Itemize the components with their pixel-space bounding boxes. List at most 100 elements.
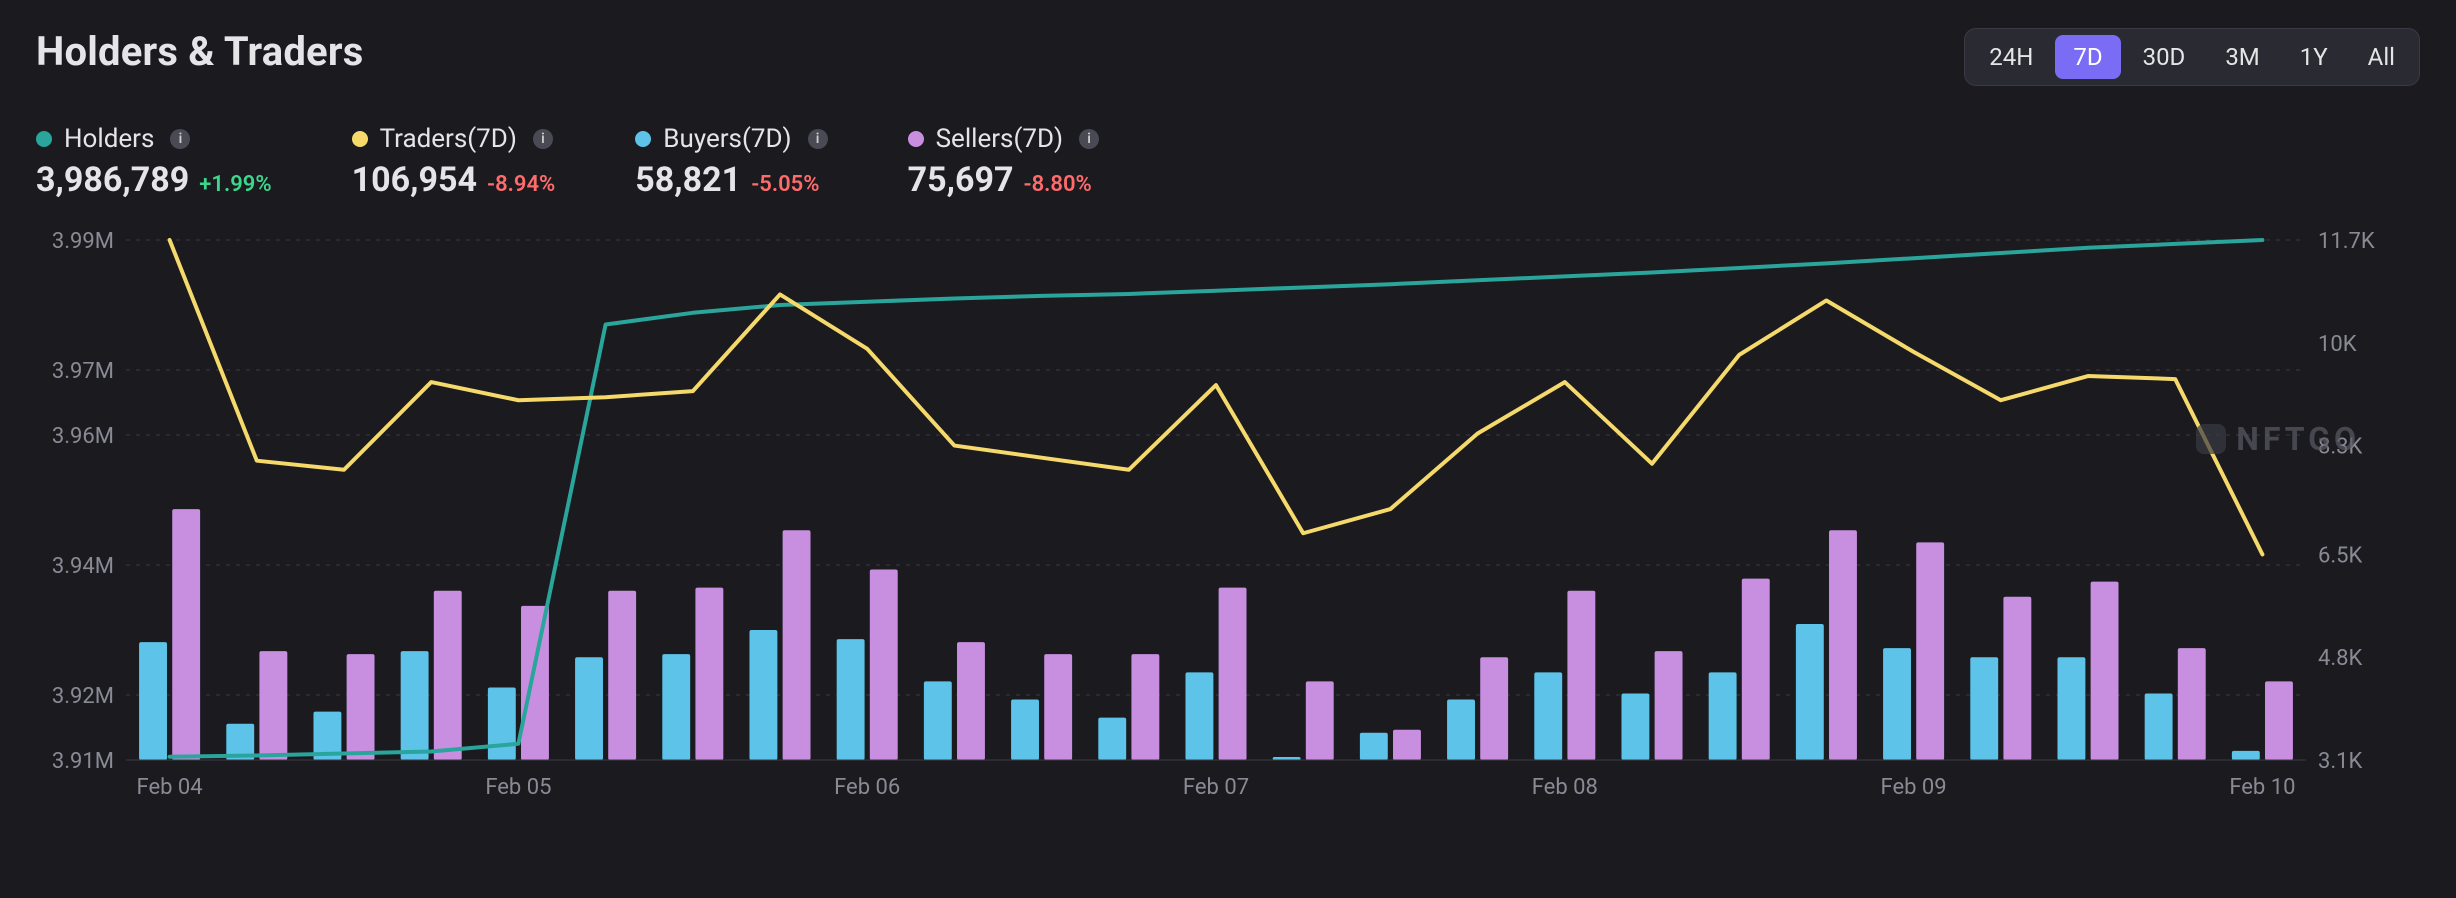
svg-text:11.7K: 11.7K: [2318, 229, 2375, 254]
info-icon[interactable]: i: [170, 129, 190, 149]
svg-text:Feb 07: Feb 07: [1183, 775, 1249, 800]
bar-sellers: [2178, 648, 2206, 760]
svg-text:Feb 09: Feb 09: [1881, 775, 1947, 800]
legend-delta: -5.05%: [751, 172, 819, 197]
bar-buyers: [1621, 693, 1649, 760]
bar-buyers: [1360, 733, 1388, 760]
legend-value: 75,697: [908, 160, 1014, 200]
legend-delta: -8.80%: [1024, 172, 1092, 197]
legend-row: Holdersi3,986,789+1.99%Traders(7D)i106,9…: [36, 124, 2420, 200]
svg-text:Feb 10: Feb 10: [2229, 775, 2295, 800]
legend-item-holders[interactable]: Holdersi3,986,789+1.99%: [36, 124, 272, 200]
svg-text:Feb 06: Feb 06: [834, 775, 900, 800]
legend-value: 58,821: [635, 160, 741, 200]
legend-dot-buyers: [635, 131, 651, 147]
bar-buyers: [1011, 700, 1039, 760]
bar-sellers: [783, 530, 811, 760]
svg-text:10K: 10K: [2318, 332, 2357, 357]
holders-traders-panel: Holders & Traders 24H7D30D3M1YAll Holder…: [0, 0, 2456, 898]
bar-buyers: [662, 654, 690, 760]
range-pill-30d[interactable]: 30D: [2125, 35, 2204, 79]
legend-label: Traders(7D): [380, 124, 517, 154]
line-holders: [170, 240, 2263, 757]
bar-sellers: [1131, 654, 1159, 760]
bar-sellers: [1742, 579, 1770, 760]
bar-sellers: [347, 654, 375, 760]
bar-sellers: [1916, 542, 1944, 760]
info-icon[interactable]: i: [808, 129, 828, 149]
line-traders: [170, 240, 2263, 554]
bar-sellers: [2003, 597, 2031, 760]
bar-buyers: [1796, 624, 1824, 760]
svg-text:4.8K: 4.8K: [2318, 646, 2363, 671]
panel-title: Holders & Traders: [36, 28, 363, 75]
combo-chart: 3.91M3.92M3.94M3.96M3.97M3.99M3.1K4.8K6.…: [36, 220, 2396, 820]
legend-delta: +1.99%: [199, 172, 271, 197]
bar-buyers: [1098, 718, 1126, 760]
legend-label: Holders: [64, 124, 154, 154]
bar-sellers: [1480, 657, 1508, 760]
bar-sellers: [608, 591, 636, 760]
bar-buyers: [139, 642, 167, 760]
bar-buyers: [1534, 672, 1562, 760]
legend-value: 106,954: [352, 160, 477, 200]
svg-text:Feb 05: Feb 05: [485, 775, 551, 800]
bar-buyers: [2057, 657, 2085, 760]
time-range-selector[interactable]: 24H7D30D3M1YAll: [1964, 28, 2420, 86]
legend-dot-holders: [36, 131, 52, 147]
svg-text:Feb 08: Feb 08: [1532, 775, 1598, 800]
bar-buyers: [1970, 657, 1998, 760]
svg-text:3.94M: 3.94M: [52, 554, 114, 579]
svg-text:Feb 04: Feb 04: [137, 775, 203, 800]
bar-buyers: [2232, 751, 2260, 760]
svg-text:3.97M: 3.97M: [52, 359, 114, 384]
bar-buyers: [749, 630, 777, 760]
bar-sellers: [521, 606, 549, 760]
bar-sellers: [2265, 681, 2293, 760]
bar-sellers: [870, 570, 898, 760]
bar-buyers: [2145, 693, 2173, 760]
bar-sellers: [1567, 591, 1595, 760]
bar-buyers: [1883, 648, 1911, 760]
bar-sellers: [1219, 588, 1247, 760]
bar-sellers: [1655, 651, 1683, 760]
legend-dot-sellers: [908, 131, 924, 147]
legend-item-sellers[interactable]: Sellers(7D) i 75,697 -8.80%: [908, 124, 1100, 200]
range-pill-1y[interactable]: 1Y: [2282, 35, 2346, 79]
bar-buyers: [401, 651, 429, 760]
legend-label: Buyers(7D): [663, 124, 791, 154]
svg-text:3.1K: 3.1K: [2318, 749, 2363, 774]
bar-sellers: [1829, 530, 1857, 760]
svg-text:3.92M: 3.92M: [52, 684, 114, 709]
info-icon[interactable]: i: [533, 129, 553, 149]
bar-buyers: [1709, 672, 1737, 760]
svg-text:6.5K: 6.5K: [2318, 543, 2363, 568]
panel-header: Holders & Traders 24H7D30D3M1YAll: [36, 28, 2420, 86]
bar-sellers: [957, 642, 985, 760]
bar-sellers: [1306, 681, 1334, 760]
legend-item-traders[interactable]: Traders(7D) i 106,954 -8.94%: [352, 124, 556, 200]
chart-container: 3.91M3.92M3.94M3.96M3.97M3.99M3.1K4.8K6.…: [36, 220, 2420, 820]
range-pill-3m[interactable]: 3M: [2207, 35, 2277, 79]
legend-label: Sellers(7D): [936, 124, 1064, 154]
range-pill-all[interactable]: All: [2350, 35, 2413, 79]
bar-buyers: [837, 639, 865, 760]
bar-sellers: [695, 588, 723, 760]
range-pill-7d[interactable]: 7D: [2055, 35, 2120, 79]
watermark-text: NFTGO: [2236, 420, 2360, 458]
bar-buyers: [924, 681, 952, 760]
range-pill-24h[interactable]: 24H: [1971, 35, 2051, 79]
legend-delta: -8.94%: [487, 172, 555, 197]
svg-text:3.91M: 3.91M: [52, 749, 114, 774]
bar-buyers: [1185, 672, 1213, 760]
legend-item-buyers[interactable]: Buyers(7D) i 58,821 -5.05%: [635, 124, 827, 200]
watermark-icon: [2196, 424, 2226, 454]
legend-dot-traders: [352, 131, 368, 147]
bar-buyers: [1447, 700, 1475, 760]
bar-sellers: [1044, 654, 1072, 760]
svg-text:3.96M: 3.96M: [52, 424, 114, 449]
bar-sellers: [1393, 730, 1421, 760]
info-icon[interactable]: i: [1079, 129, 1099, 149]
bar-sellers: [172, 509, 200, 760]
watermark: NFTGO: [2196, 420, 2360, 458]
